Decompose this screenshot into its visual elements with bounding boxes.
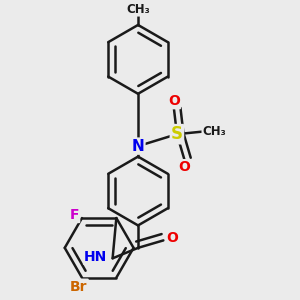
Text: F: F bbox=[70, 208, 79, 222]
Text: Br: Br bbox=[70, 280, 88, 294]
Text: S: S bbox=[171, 125, 183, 143]
Text: N: N bbox=[132, 139, 144, 154]
Text: HN: HN bbox=[84, 250, 107, 264]
Text: O: O bbox=[166, 231, 178, 245]
Text: O: O bbox=[168, 94, 180, 108]
Text: O: O bbox=[178, 160, 190, 174]
Text: CH₃: CH₃ bbox=[202, 125, 226, 138]
Text: CH₃: CH₃ bbox=[126, 3, 150, 16]
